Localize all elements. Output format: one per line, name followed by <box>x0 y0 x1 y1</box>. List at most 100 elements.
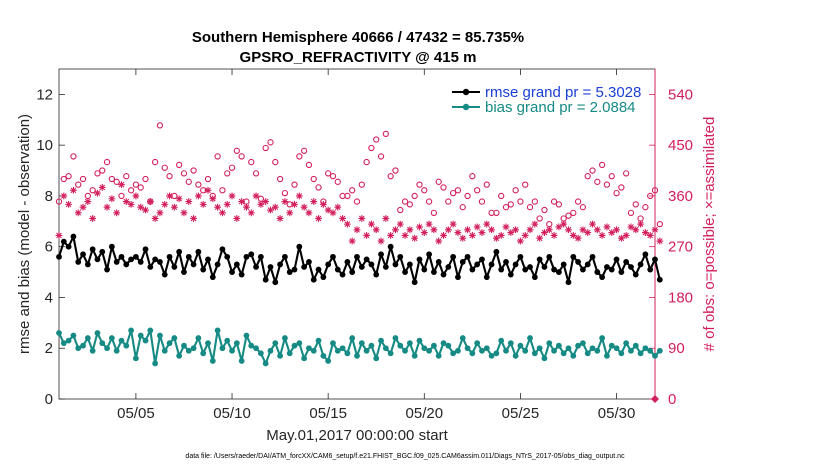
bias-point <box>310 347 317 354</box>
x-tick-label: 05/30 <box>598 405 636 422</box>
rmse-point <box>84 261 91 268</box>
bias-point <box>113 347 120 354</box>
rmse-point <box>349 269 356 275</box>
y-tick-label-right: 450 <box>668 137 693 154</box>
bias-point <box>291 342 298 349</box>
y-tick-label-left: 8 <box>45 188 53 205</box>
rmse-point <box>56 253 62 260</box>
obs-possible-marker <box>493 209 500 216</box>
bias-point <box>440 340 447 347</box>
bias-point <box>195 335 202 341</box>
obs-assimilated-marker <box>194 192 202 200</box>
bias-point <box>257 350 264 357</box>
rmse-point <box>512 261 519 268</box>
obs-assimilated-marker <box>252 192 260 200</box>
obs-assimilated-marker <box>449 220 457 228</box>
rmse-point <box>253 264 259 270</box>
obs-possible-marker <box>656 220 663 228</box>
bias-point <box>104 345 110 352</box>
obs-possible-marker <box>464 192 471 200</box>
bias-point <box>517 342 524 349</box>
obs-possible-marker <box>430 209 438 216</box>
obs-possible-marker <box>589 167 596 174</box>
bias-point <box>80 342 86 349</box>
rmse-point <box>137 259 144 265</box>
bias-point <box>56 330 62 336</box>
bias-point <box>166 340 173 347</box>
obs-assimilated-marker <box>521 232 529 239</box>
obs-possible-marker <box>204 175 212 183</box>
rmse-point <box>382 264 389 270</box>
obs-assimilated-marker <box>392 226 399 234</box>
rmse-point <box>185 253 192 260</box>
obs-possible-marker <box>368 144 375 152</box>
rmse-point <box>80 251 86 258</box>
obs-possible-marker <box>618 184 625 191</box>
bias-point <box>238 358 245 364</box>
obs-possible-marker <box>363 158 370 166</box>
rmse-point <box>517 253 524 260</box>
bias-point <box>339 345 346 352</box>
rmse-point <box>421 266 428 273</box>
rmse-point <box>411 279 418 286</box>
obs-assimilated-marker <box>464 226 471 234</box>
rmse-point <box>541 264 548 270</box>
bias-point <box>507 340 514 347</box>
rmse-point <box>373 271 380 278</box>
bias-point <box>541 355 548 362</box>
bias-point <box>416 337 423 344</box>
obs-possible-marker <box>435 178 442 185</box>
bias-point <box>469 350 476 357</box>
obs-possible-marker <box>344 192 351 200</box>
obs-possible-marker <box>647 192 654 200</box>
rmse-point <box>339 271 346 278</box>
rmse-point <box>219 246 226 253</box>
obs-possible-marker <box>411 192 418 200</box>
bias-point <box>555 342 562 349</box>
rmse-point <box>94 256 101 263</box>
obs-assimilated-marker <box>300 203 308 211</box>
bias-point <box>406 340 413 347</box>
obs-possible-marker <box>132 181 140 188</box>
rmse-point <box>570 253 577 260</box>
obs-assimilated-marker <box>377 237 385 245</box>
rmse-point <box>507 271 514 278</box>
bias-point <box>267 347 274 354</box>
y-tick-label-left: 10 <box>36 137 53 154</box>
rmse-point <box>277 261 283 268</box>
obs-possible-marker <box>416 181 423 188</box>
obs-possible-marker <box>536 215 543 222</box>
rmse-point <box>406 261 413 268</box>
rmse-point <box>306 259 312 265</box>
bias-point <box>479 347 485 354</box>
obs-assimilated-marker <box>108 195 116 203</box>
obs-assimilated-marker <box>593 226 601 234</box>
obs-assimilated-marker <box>641 229 649 236</box>
obs-possible-marker <box>570 209 577 216</box>
obs-assimilated-marker <box>180 209 188 217</box>
obs-possible-marker <box>526 204 534 211</box>
rmse-point <box>243 253 250 260</box>
obs-assimilated-marker <box>55 232 63 239</box>
rmse-point <box>113 259 120 265</box>
obs-assimilated-marker <box>339 215 346 222</box>
y-tick-label-right: 90 <box>668 340 685 357</box>
obs-possible-marker <box>353 198 361 205</box>
obs-assimilated-marker <box>483 220 491 228</box>
obs-possible-marker <box>421 187 428 194</box>
rmse-point <box>464 253 471 260</box>
rmse-point <box>469 266 476 273</box>
obs-assimilated-marker <box>94 189 101 197</box>
bias-point <box>123 342 130 349</box>
bias-point <box>642 345 649 352</box>
rmse-point <box>392 261 399 268</box>
obs-assimilated-marker <box>507 229 515 236</box>
obs-possible-marker <box>541 206 548 214</box>
obs-possible-marker <box>103 158 111 166</box>
bias-point <box>522 347 529 354</box>
obs-possible-marker <box>555 201 563 208</box>
rmse-point <box>224 253 231 260</box>
bias-point <box>306 345 312 352</box>
obs-possible-marker <box>55 198 63 205</box>
rmse-point <box>296 243 303 250</box>
